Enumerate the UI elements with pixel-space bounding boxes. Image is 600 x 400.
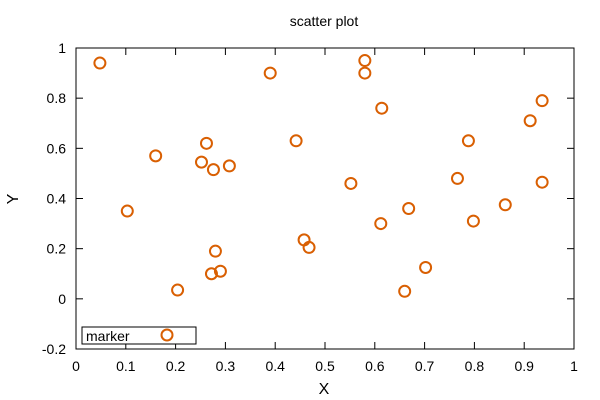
data-point: [344, 176, 358, 190]
axis-ticks: 0 0.1 0.2 0.3 0.4 0.5 0.6 0.7 0.8 0.9 1 -0.2 0 0.2 0.4…: [42, 40, 578, 374]
data-point: [523, 114, 537, 128]
data-point: [194, 155, 208, 169]
data-point: [213, 264, 227, 278]
data-point: [93, 56, 107, 70]
data-point: [398, 284, 412, 298]
data-point: [199, 136, 213, 150]
x-tick-label: 0: [72, 358, 80, 374]
x-tick-label: 0.4: [265, 358, 285, 374]
data-point: [289, 134, 303, 148]
data-point: [374, 217, 388, 231]
y-tick-label: 0.4: [47, 191, 67, 207]
data-point: [375, 101, 389, 115]
x-axis-label: X: [319, 381, 330, 398]
data-point: [171, 283, 185, 297]
data-point: [535, 175, 549, 189]
data-point: [466, 214, 480, 228]
legend-label: marker: [86, 328, 130, 344]
y-axis-label: Y: [5, 193, 22, 204]
x-tick-label: 0.5: [315, 358, 335, 374]
x-tick-label: 0.9: [514, 358, 534, 374]
y-tick-label: 0: [58, 291, 66, 307]
data-point: [450, 171, 464, 185]
data-point: [204, 267, 218, 281]
data-point: [206, 163, 220, 177]
y-tick-label: 0.6: [47, 140, 67, 156]
data-point: [358, 66, 372, 80]
plot-frame: [75, 47, 575, 350]
x-tick-label: 0.3: [216, 358, 236, 374]
x-tick-label: 0.2: [166, 358, 186, 374]
x-tick-label: 0.6: [365, 358, 385, 374]
data-point: [419, 260, 433, 274]
data-point: [120, 204, 134, 218]
x-tick-label: 1: [570, 358, 578, 374]
data-point: [302, 240, 316, 254]
chart-title: scatter plot: [290, 13, 359, 29]
x-tick-label: 0.1: [116, 358, 136, 374]
x-tick-label: 0.7: [415, 358, 435, 374]
legend: marker: [81, 326, 197, 345]
data-point: [358, 54, 372, 68]
data-point: [149, 149, 163, 163]
y-tick-label: 1: [58, 40, 66, 56]
data-points: [93, 54, 549, 298]
data-point: [263, 66, 277, 80]
data-point: [461, 134, 475, 148]
data-point: [222, 159, 236, 173]
y-tick-label: -0.2: [42, 341, 66, 357]
data-point: [498, 198, 512, 212]
data-point: [208, 244, 222, 258]
legend-marker: [160, 328, 174, 342]
data-point: [535, 94, 549, 108]
x-tick-label: 0.8: [465, 358, 485, 374]
y-tick-label: 0.2: [47, 241, 67, 257]
y-tick-label: 0.8: [47, 90, 67, 106]
data-point: [402, 202, 416, 216]
